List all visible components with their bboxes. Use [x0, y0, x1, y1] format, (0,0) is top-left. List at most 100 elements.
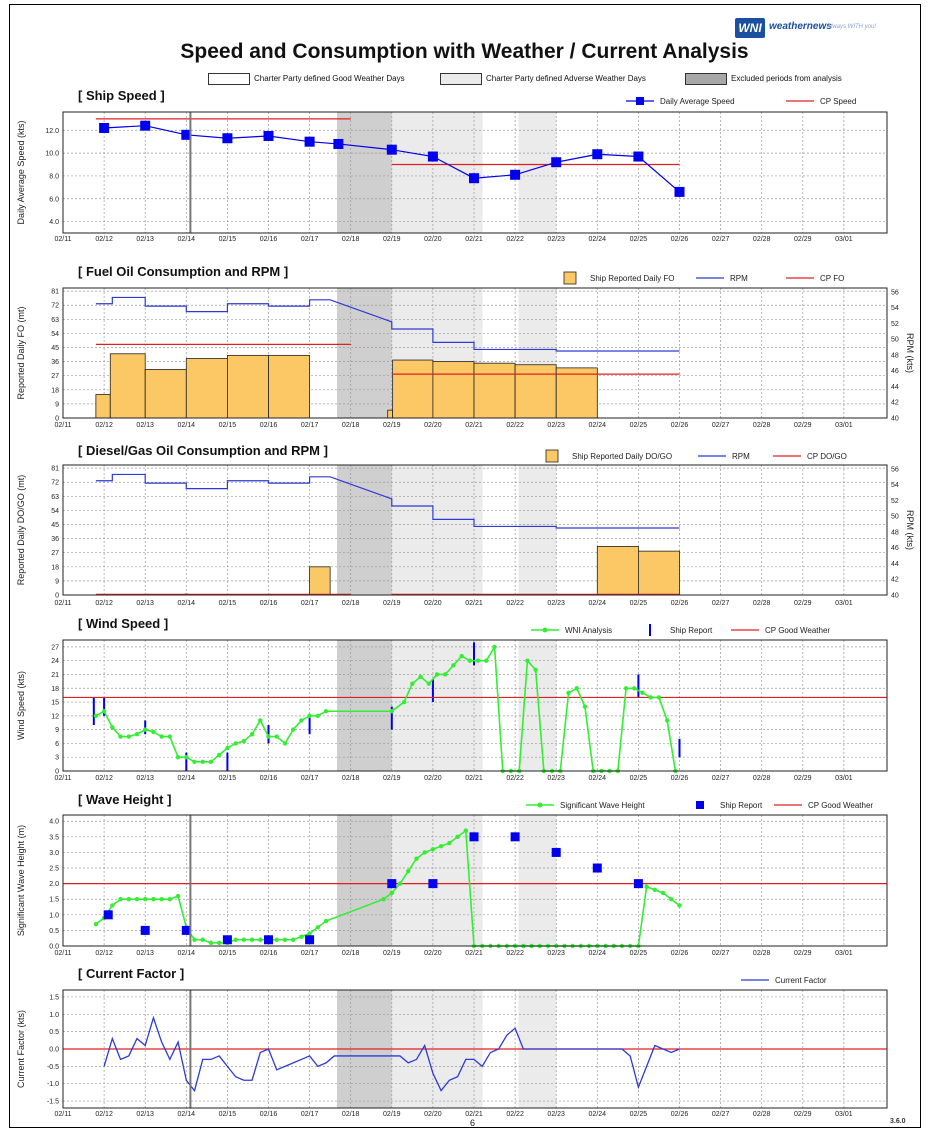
x-tick-label: 02/27 [712, 236, 730, 243]
wni-point [118, 897, 123, 902]
bar [109, 353, 146, 419]
y-tick-label: 1.5 [49, 897, 59, 904]
speed-point [427, 151, 438, 162]
speed-point [181, 129, 192, 140]
x-tick-label: 02/20 [424, 236, 442, 243]
legend-entry: RPM [696, 274, 748, 283]
wni-point [241, 738, 247, 744]
wni-point [282, 937, 288, 942]
x-tick-label: 02/22 [506, 600, 524, 607]
wni-point [290, 727, 296, 732]
wni-point [430, 847, 436, 852]
x-tick-label: 02/18 [342, 422, 360, 429]
y2-tick-label: 42 [891, 400, 899, 407]
x-tick-label: 02/14 [178, 600, 196, 607]
plot-frame [62, 464, 888, 596]
y-tick-label: 2.5 [49, 866, 59, 873]
y-tick-label: 1.0 [49, 912, 59, 919]
y-tick-label: -1.0 [47, 1081, 59, 1088]
x-tick-label: 02/22 [506, 950, 524, 957]
x-tick-label: 02/28 [753, 600, 771, 607]
x-tick-label: 02/21 [465, 775, 483, 782]
x-tick-label: 02/22 [506, 236, 524, 243]
x-tick-label: 02/27 [712, 775, 730, 782]
x-tick-label: 02/22 [506, 775, 524, 782]
wni-point [274, 734, 279, 739]
wni-point [274, 937, 279, 942]
y-axis-label: Reported Daily DO/GO (mt) [16, 475, 26, 586]
wni-point [323, 918, 329, 924]
wni-point [640, 690, 645, 696]
legend-swatch [542, 627, 548, 633]
y-tick-label: 0.5 [49, 1029, 59, 1036]
wni-point [216, 752, 222, 758]
chart-wave: 02/11 02/12 02/13 02/14 02/15 02/16 02/17 02/18… [16, 792, 888, 957]
plot-frame [62, 814, 888, 947]
x-tick-label: 02/28 [753, 950, 771, 957]
wni-point [422, 850, 427, 855]
wni-point [299, 718, 304, 723]
y-tick-label: 1.0 [49, 1012, 59, 1019]
x-tick-label: 02/12 [95, 600, 113, 607]
legend-label: CP Good Weather [765, 626, 830, 635]
report-title: Speed and Consumption with Weather / Cur… [180, 40, 749, 63]
legend-label: Ship Reported Daily DO/GO [572, 452, 672, 461]
chart-title: [ Current Factor ] [78, 966, 184, 981]
wni-point [249, 732, 255, 737]
wni-point [134, 732, 140, 737]
wni-point [307, 713, 312, 719]
wni-point [467, 658, 473, 663]
x-tick-label: 02/16 [260, 422, 278, 429]
y-tick-label: 9 [55, 578, 59, 585]
legend-swatch [545, 449, 559, 463]
legend-swatch [563, 271, 577, 285]
x-tick-label: 02/15 [219, 775, 237, 782]
x-tick-label: 02/19 [383, 1111, 401, 1118]
legend-label: WNI Analysis [565, 626, 612, 635]
wni-point [644, 884, 649, 889]
wni-point [200, 759, 205, 765]
y2-tick-label: 54 [891, 482, 899, 489]
bar [596, 546, 639, 596]
y2-axis-label: RPM (kts) [905, 333, 915, 373]
wni-point [159, 897, 164, 902]
x-tick-label: 02/22 [506, 1111, 524, 1118]
y-tick-label: 21 [51, 672, 59, 679]
x-tick-label: 02/26 [671, 950, 689, 957]
legend-label: CP Speed [820, 97, 856, 106]
wni-point [451, 663, 456, 668]
x-tick-label: 02/26 [671, 775, 689, 782]
chart-title: [ Ship Speed ] [78, 88, 165, 103]
x-tick-label: 02/11 [55, 1111, 72, 1118]
bar [473, 362, 516, 419]
x-tick-label: 02/28 [753, 1111, 771, 1118]
wni-point [632, 686, 637, 691]
x-tick-label: 02/20 [424, 775, 442, 782]
wni-point [143, 727, 148, 732]
wni-line [95, 644, 677, 772]
wni-point [389, 890, 394, 896]
wni-point [299, 934, 304, 939]
legend-entry: Ship Reported Daily FO [563, 271, 674, 285]
y2-tick-label: 48 [891, 529, 899, 536]
x-tick-label: 03/01 [835, 1111, 853, 1118]
x-tick-label: 02/25 [630, 236, 648, 243]
x-tick-label: 02/23 [547, 422, 565, 429]
adverse-band [391, 465, 483, 595]
x-tick-label: 02/20 [424, 1111, 442, 1118]
excluded-band [337, 112, 392, 233]
wni-point [492, 644, 497, 650]
wni-point [159, 734, 164, 739]
x-tick-label: 02/20 [424, 600, 442, 607]
wni-point [475, 658, 481, 663]
ship-report-point [469, 832, 479, 842]
x-tick-label: 02/17 [301, 600, 319, 607]
x-tick-label: 02/14 [178, 1111, 196, 1118]
wni-point [525, 658, 530, 663]
bar [268, 354, 310, 419]
legend-entry: RPM [698, 452, 750, 461]
chart-current: 02/11 02/12 02/13 02/14 02/15 02/16 02/17 02/18… [16, 966, 888, 1118]
x-tick-label: 02/17 [301, 950, 319, 957]
wni-point [175, 755, 181, 760]
